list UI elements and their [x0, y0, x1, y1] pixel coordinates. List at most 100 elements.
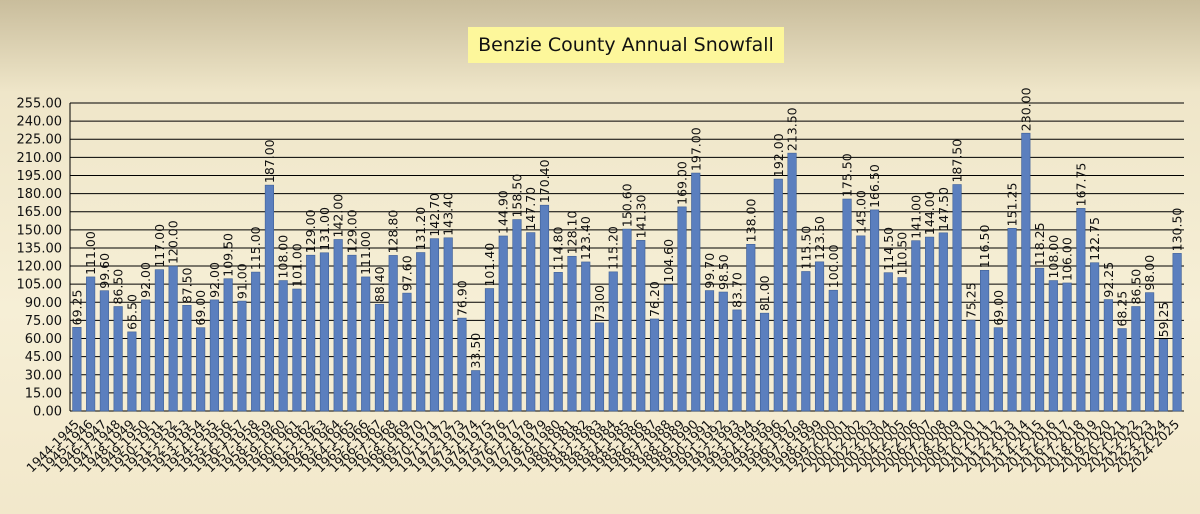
- data-label: 151.25: [1005, 183, 1020, 227]
- bar: [168, 265, 178, 412]
- data-label: 143.40: [441, 192, 456, 236]
- data-label: 88.40: [372, 266, 387, 302]
- bar: [113, 306, 123, 412]
- data-label: 116.50: [977, 225, 992, 269]
- bar: [1090, 262, 1100, 412]
- bar: [1172, 253, 1182, 412]
- bar: [429, 238, 440, 412]
- data-label: 69.00: [193, 290, 208, 326]
- data-label: 68.25: [1115, 291, 1130, 327]
- data-label: 75.25: [963, 282, 978, 318]
- data-label: 108.00: [1046, 235, 1061, 279]
- bar: [127, 331, 137, 412]
- bar: [608, 271, 618, 412]
- bar: [484, 288, 495, 412]
- x-axis-ticks: 1944-19451945-19461946-19471947-19481948…: [23, 416, 1182, 475]
- data-label: 101.00: [289, 243, 304, 287]
- bar: [636, 240, 646, 412]
- bar: [1076, 208, 1086, 412]
- bar: [746, 244, 756, 412]
- data-label: 131.00: [317, 207, 332, 251]
- data-label: 99.70: [702, 253, 717, 289]
- data-label: 98.00: [1142, 255, 1157, 291]
- y-tick-label: 150.00: [17, 223, 63, 238]
- data-label: 150.60: [620, 183, 635, 227]
- y-tick-label: 75.00: [25, 314, 62, 329]
- bar: [649, 318, 660, 412]
- data-label: 187.00: [262, 139, 277, 183]
- data-label: 141.30: [633, 195, 648, 239]
- bar: [663, 284, 673, 412]
- data-label: 81.00: [757, 275, 772, 311]
- data-label: 108.00: [276, 235, 291, 279]
- data-label: 115.50: [798, 226, 813, 270]
- data-label: 110.50: [895, 232, 910, 276]
- bar: [842, 198, 852, 412]
- bar: [498, 235, 508, 412]
- bar: [333, 239, 343, 412]
- data-label: 122.75: [1087, 217, 1102, 261]
- data-label: 117.00: [152, 224, 167, 268]
- bar: [567, 255, 577, 412]
- bar: [911, 240, 921, 412]
- bar: [759, 312, 770, 412]
- y-tick-label: 15.00: [25, 386, 62, 401]
- data-label: 123.50: [812, 216, 827, 260]
- bar: [553, 272, 563, 412]
- bar: [677, 206, 687, 412]
- data-label: 114.80: [551, 227, 566, 271]
- bar: [938, 232, 948, 412]
- bar: [594, 322, 605, 412]
- data-label: 76.90: [454, 280, 469, 316]
- data-label: 115.00: [248, 226, 263, 270]
- data-label: 158.50: [509, 174, 524, 218]
- y-tick-label: 165.00: [17, 205, 63, 220]
- data-label: 98.50: [716, 254, 731, 290]
- bar: [704, 290, 715, 412]
- data-label: 145.00: [853, 190, 868, 234]
- data-label: 167.75: [1073, 163, 1088, 207]
- bar: [1103, 299, 1113, 412]
- bar: [966, 319, 976, 412]
- bar: [1131, 306, 1141, 412]
- bar: [512, 219, 522, 412]
- data-labels: 69.25111.0099.6086.5065.5092.00117.00120…: [69, 87, 1184, 368]
- data-label: 92.00: [207, 262, 222, 298]
- bar: [993, 327, 1003, 412]
- data-label: 76.20: [647, 281, 662, 317]
- bar: [388, 255, 398, 412]
- data-label: 120.00: [166, 220, 181, 264]
- data-label: 59.25: [1156, 302, 1171, 338]
- data-label: 83.70: [730, 272, 745, 308]
- bar: [883, 272, 893, 412]
- data-label: 141.00: [908, 195, 923, 239]
- data-label: 144.90: [496, 190, 511, 234]
- data-label: 197.00: [688, 127, 703, 171]
- bar: [1007, 228, 1017, 412]
- data-label: 118.25: [1032, 222, 1047, 266]
- bar: [773, 178, 783, 412]
- bars: [72, 132, 1182, 412]
- bar: [471, 370, 481, 412]
- bar: [196, 327, 206, 412]
- y-tick-label: 240.00: [17, 115, 63, 130]
- data-label: 129.00: [303, 209, 318, 253]
- y-tick-label: 90.00: [25, 296, 62, 311]
- bar: [869, 209, 880, 412]
- y-tick-label: 255.00: [17, 97, 63, 112]
- data-label: 142.70: [427, 193, 442, 237]
- bar: [925, 236, 935, 412]
- bar: [278, 280, 288, 412]
- bar: [361, 276, 371, 412]
- bar: [264, 184, 274, 412]
- bar: [581, 261, 591, 412]
- y-tick-label: 60.00: [25, 332, 62, 347]
- data-label: 192.00: [771, 133, 786, 177]
- data-label: 86.50: [111, 269, 126, 305]
- data-label: 111.00: [358, 231, 373, 275]
- bar: [182, 305, 192, 412]
- bar: [86, 276, 96, 412]
- bar: [237, 300, 247, 412]
